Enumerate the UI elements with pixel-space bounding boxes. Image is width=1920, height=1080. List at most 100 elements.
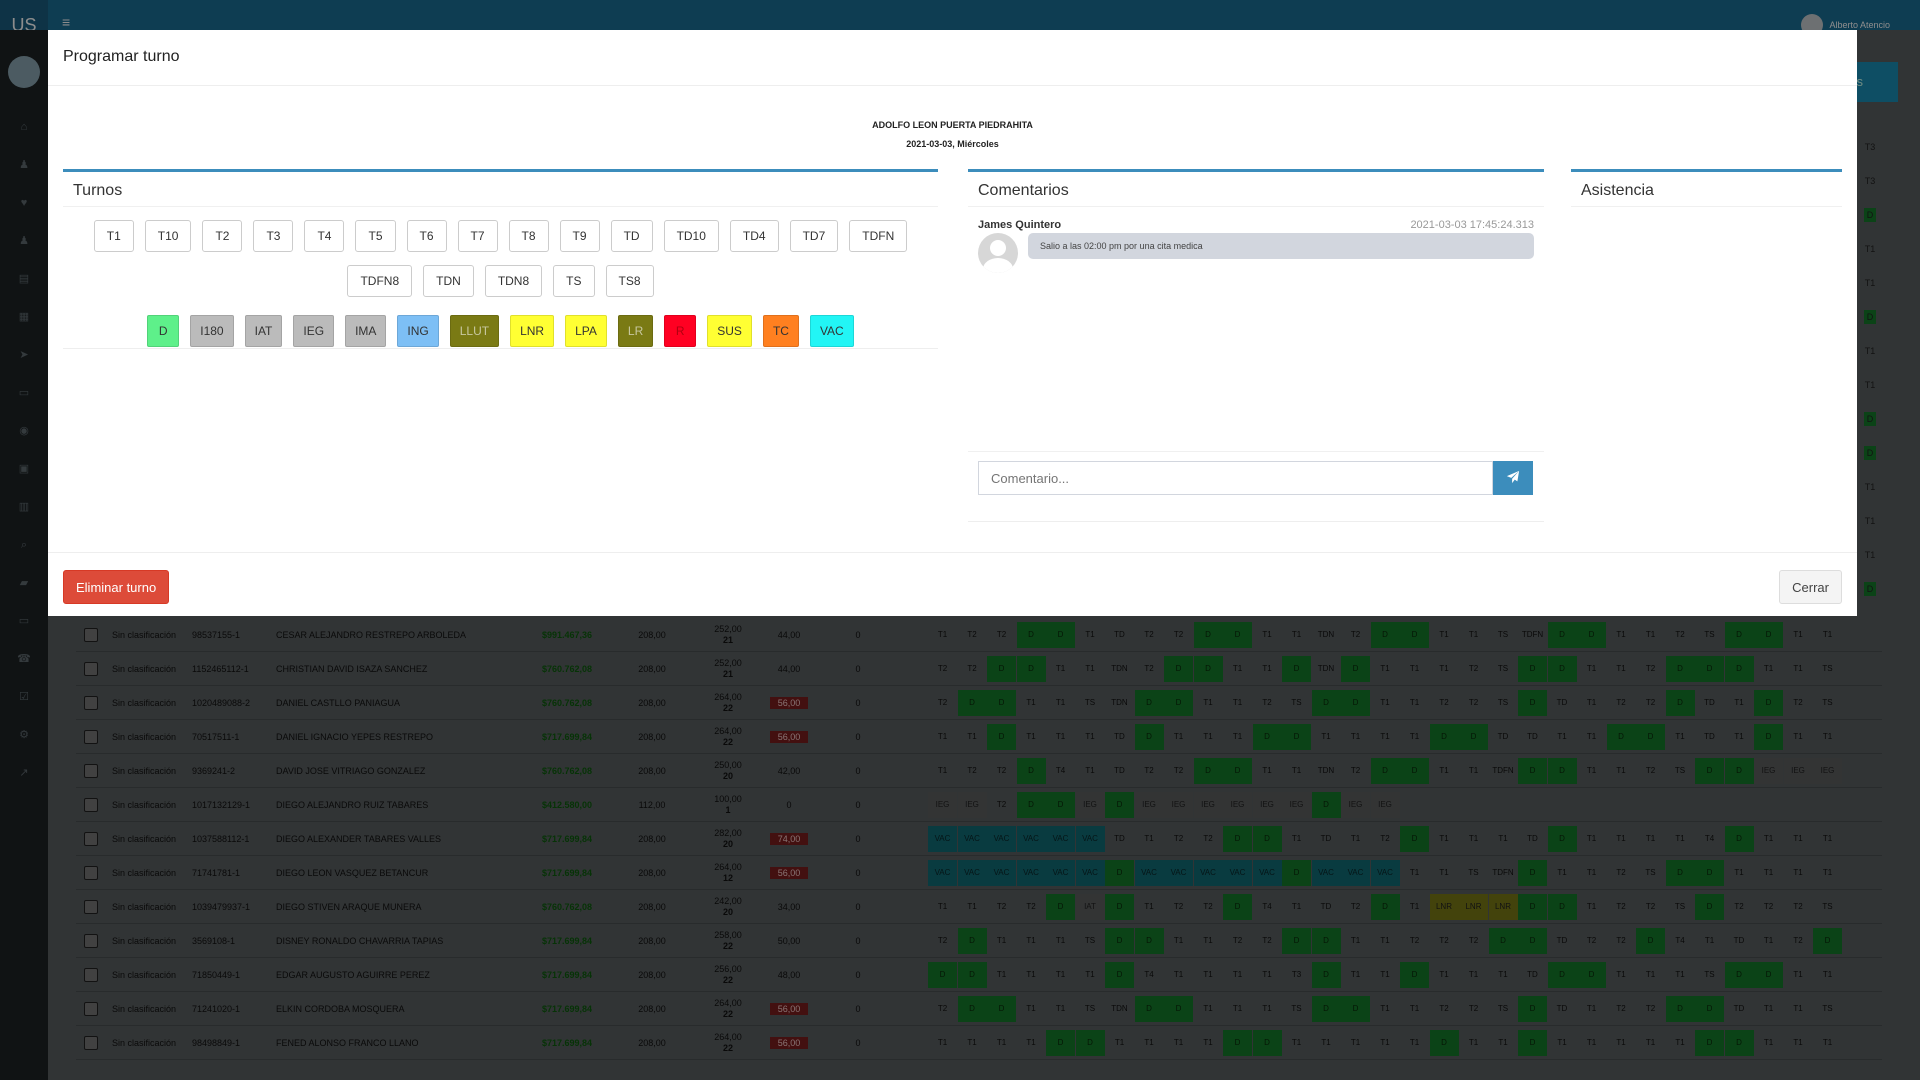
shift-cell[interactable]: T1 (1055, 936, 1066, 945)
shift-cell[interactable]: TD (1556, 936, 1568, 945)
shift-cell[interactable]: D (1724, 655, 1754, 682)
shift-cell[interactable]: D (1134, 723, 1164, 750)
shift-cell[interactable]: D (1547, 757, 1577, 784)
delete-shift-button[interactable]: Eliminar turno (63, 570, 170, 604)
shift-button-t7[interactable]: T7 (457, 220, 498, 252)
shift-cell[interactable]: T1 (1439, 630, 1449, 639)
shift-cell[interactable]: D (1370, 621, 1400, 648)
shift-cell[interactable]: T1 (937, 732, 948, 741)
shift-cell[interactable]: D (1518, 859, 1547, 886)
shift-cell[interactable]: T1 (1085, 664, 1095, 673)
shift-cell[interactable]: T1 (1468, 766, 1479, 775)
shift-cell[interactable]: D (987, 995, 1016, 1022)
shift-cell[interactable]: TS (1291, 698, 1302, 707)
shift-cell[interactable]: D (1547, 893, 1577, 920)
shift-cell[interactable]: D (1695, 757, 1724, 784)
shift-cell[interactable]: T2 (1468, 936, 1479, 945)
shift-cell[interactable]: TDFN (1521, 630, 1544, 639)
shift-cell[interactable]: D (1518, 927, 1547, 954)
shift-cell[interactable]: IEG (1223, 791, 1252, 818)
shift-cell[interactable]: D (1695, 893, 1724, 920)
shift-cell[interactable]: D (1046, 791, 1075, 818)
shift-cell[interactable]: D (1016, 791, 1046, 818)
shift-cell[interactable]: T2 (1350, 902, 1361, 911)
shift-cell[interactable]: T1 (1586, 1038, 1597, 1047)
table-row[interactable]: Sin clasificación 1020489088-2 DANIEL CAST… (76, 686, 1882, 720)
shift-cell[interactable]: T2 (1734, 902, 1744, 911)
shift-cell[interactable]: D (1105, 961, 1134, 988)
shift-cell[interactable]: D (928, 961, 957, 988)
shift-cell[interactable]: T1 (1675, 732, 1685, 741)
shift-button-t6[interactable]: T6 (406, 220, 447, 252)
shift-cell[interactable]: T2 (1026, 902, 1036, 911)
shift-cell[interactable]: T2 (1586, 936, 1597, 945)
shift-cell[interactable]: T1 (1055, 732, 1066, 741)
row-checkbox[interactable] (84, 695, 98, 710)
shift-cell[interactable]: T1 (1763, 1004, 1774, 1013)
shift-cell[interactable]: VAC (1370, 859, 1400, 886)
shift-cell[interactable]: T1 (1380, 1038, 1390, 1047)
shift-cell[interactable]: T2 (1262, 936, 1272, 945)
shift-button-td[interactable]: TD (610, 220, 653, 252)
shift-cell[interactable]: T2 (1173, 630, 1184, 639)
shift-cell[interactable]: T1 (1262, 970, 1272, 979)
shift-cell[interactable] (1459, 791, 1488, 818)
shift-cell[interactable]: TD (1527, 732, 1538, 741)
shift-cell[interactable]: D (987, 689, 1016, 716)
shift-cell[interactable]: T1 (1380, 698, 1390, 707)
shift-cell[interactable]: D (1282, 655, 1311, 682)
row-checkbox[interactable] (84, 831, 98, 846)
shift-button-tdn[interactable]: TDN (423, 265, 474, 297)
shift-cell[interactable]: D (1046, 1029, 1075, 1056)
shift-cell[interactable]: T4 (1144, 970, 1154, 979)
shift-cell[interactable]: IEG (1134, 791, 1164, 818)
row-checkbox[interactable] (84, 1001, 98, 1016)
row-checkbox[interactable] (84, 967, 98, 982)
shift-cell[interactable]: T1 (1468, 970, 1479, 979)
shift-cell[interactable]: T2 (937, 698, 948, 707)
shift-cell[interactable]: TS (1497, 698, 1509, 707)
shift-cell[interactable]: T2 (1616, 868, 1626, 877)
shift-cell[interactable]: T1 (1380, 1004, 1390, 1013)
special-shift-button-d[interactable]: D (147, 315, 180, 347)
shift-cell[interactable]: D (1341, 655, 1370, 682)
shift-cell[interactable]: T1 (967, 1038, 977, 1047)
shift-cell[interactable]: T1 (1586, 834, 1597, 843)
shift-cell[interactable] (1695, 791, 1724, 818)
shift-cell[interactable]: T1 (1380, 936, 1390, 945)
shift-cell[interactable]: IEG (1164, 791, 1193, 818)
shift-cell[interactable]: T2 (937, 664, 948, 673)
shift-cell[interactable]: T1 (1409, 732, 1420, 741)
shift-button-t3[interactable]: T3 (253, 220, 294, 252)
shift-cell[interactable]: TS (1674, 766, 1686, 775)
shift-cell[interactable]: T1 (1026, 1038, 1036, 1047)
shift-cell[interactable]: D (957, 689, 987, 716)
users-icon[interactable]: ♟ (19, 159, 29, 171)
shift-cell[interactable]: T1 (1439, 664, 1449, 673)
shift-cell[interactable]: D (1164, 655, 1193, 682)
shift-cell[interactable]: T1 (967, 732, 977, 741)
shift-cell[interactable]: D (1193, 655, 1223, 682)
shift-cell[interactable]: TDN (1317, 766, 1335, 775)
shift-cell[interactable]: D (1223, 893, 1252, 920)
special-shift-button-vac[interactable]: VAC (809, 315, 854, 347)
shift-cell[interactable]: T1 (1822, 868, 1833, 877)
special-shift-button-ieg[interactable]: IEG (293, 315, 335, 347)
shift-cell[interactable]: T1 (1409, 1004, 1420, 1013)
shift-cell[interactable]: T1 (967, 902, 977, 911)
shift-cell[interactable]: T1 (1645, 1038, 1656, 1047)
shift-cell[interactable]: LNR (1429, 893, 1459, 920)
settings-icon[interactable]: ⚙ (19, 729, 29, 741)
shift-cell[interactable]: T1 (1350, 970, 1361, 979)
file-icon[interactable]: ▤ (18, 273, 30, 285)
shift-cell[interactable]: T2 (1645, 664, 1656, 673)
row-checkbox[interactable] (84, 865, 98, 880)
shift-cell[interactable]: T1 (1763, 834, 1774, 843)
shift-cell[interactable]: T1 (1616, 970, 1626, 979)
shift-cell[interactable] (1665, 791, 1695, 818)
shift-cell[interactable]: T1 (1055, 1004, 1066, 1013)
shift-cell[interactable]: TS (1822, 902, 1833, 911)
shift-cell[interactable]: T1 (937, 766, 948, 775)
folder-icon[interactable]: ▰ (19, 577, 29, 589)
shift-cell[interactable]: T2 (937, 936, 948, 945)
